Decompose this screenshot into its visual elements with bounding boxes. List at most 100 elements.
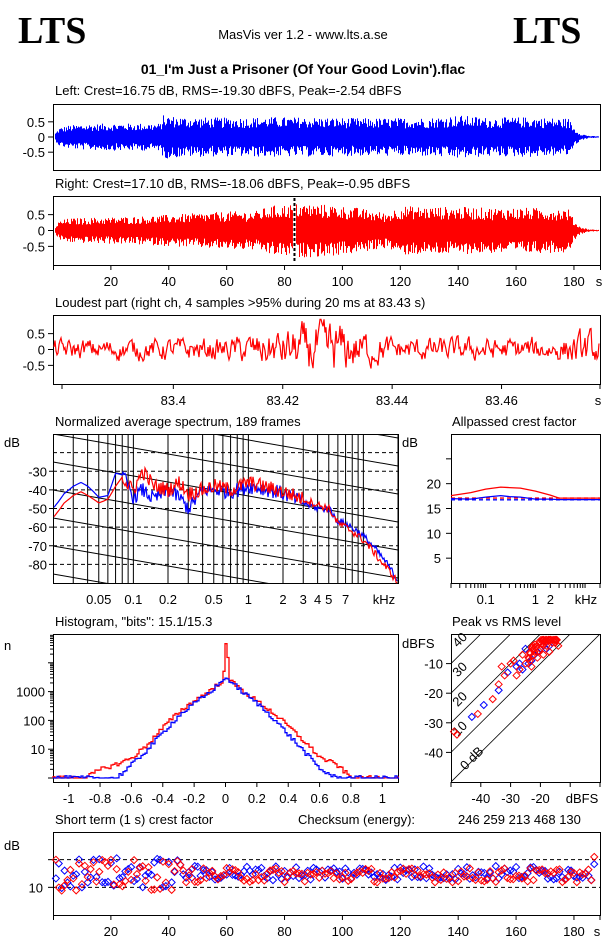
histogram-ytick-label: 1000 — [16, 685, 45, 700]
allpassed-series-left — [450, 494, 600, 501]
peak-rms-point-right — [500, 671, 509, 680]
peak-rms-xtick-label: -20 — [531, 791, 550, 806]
short-crest-point-right — [306, 870, 315, 879]
short-crest-point-right — [248, 876, 257, 885]
allpassed-ytick-label: 10 — [427, 526, 441, 541]
short-crest-point-right — [74, 859, 84, 868]
short-crest-point-right — [506, 874, 515, 884]
short-crest-point-right — [251, 869, 260, 879]
spectrum-slope-line — [211, 434, 398, 467]
short-crest-point-right — [126, 875, 136, 885]
spectrum-xtick-label: 7 — [342, 592, 349, 607]
short-crest-point-right — [161, 878, 171, 887]
checksum-value: 246 259 213 468 130 — [458, 812, 581, 827]
short-crest-xtick-label: 140 — [447, 924, 469, 939]
short-crest-point-left — [164, 857, 173, 867]
short-crest-point-right — [260, 876, 269, 885]
short-crest-point-right — [234, 868, 243, 877]
short-crest-point-right — [268, 865, 278, 875]
short-crest-xtick-label: 160 — [505, 924, 527, 939]
short-crest-point-left — [370, 872, 379, 882]
peak-rms-point-right — [488, 694, 497, 704]
short-crest-point-left — [587, 875, 596, 885]
short-crest-point-left — [83, 878, 92, 887]
short-crest-point-right — [474, 868, 483, 877]
short-crest-point-right — [341, 868, 350, 878]
short-crest-point-right — [590, 852, 599, 862]
short-crest-point-right — [433, 870, 443, 879]
short-crest-point-left — [66, 882, 75, 891]
short-crest-point-right — [462, 872, 472, 881]
short-crest-point-left — [257, 863, 266, 873]
spectrum-xtick-label: 3 — [300, 592, 307, 607]
short-crest-point-left — [485, 868, 495, 877]
loudest-ytick-label: 0.5 — [27, 327, 45, 342]
short-crest-point-right — [124, 867, 133, 876]
short-crest-point-right — [199, 864, 208, 873]
short-crest-point-right — [465, 864, 474, 873]
short-crest-point-right — [170, 866, 179, 876]
short-crest-point-left — [170, 867, 179, 877]
short-crest-point-right — [552, 865, 561, 875]
short-crest-point-right — [352, 868, 362, 877]
peak-rms-crest-line — [451, 634, 600, 782]
short-crest-xtick-label: 80 — [277, 924, 291, 939]
short-crest-point-left — [381, 875, 391, 885]
short-crest-point-right — [245, 877, 255, 887]
short-crest-point-right — [387, 868, 396, 877]
short-crest-point-right — [471, 875, 480, 885]
short-crest-point-left — [147, 870, 156, 880]
short-crest-point-right — [254, 875, 263, 885]
loudest-ytick-label: -0.5 — [23, 358, 45, 373]
short-crest-point-right — [520, 871, 529, 880]
short-crest-point-right — [535, 865, 544, 875]
histogram-xtick-label: -0.8 — [89, 791, 111, 806]
left-waveform-ytick-label: 0 — [38, 130, 45, 145]
spectrum-xtick-label: 0.2 — [159, 592, 177, 607]
short-crest-point-left — [69, 871, 78, 880]
short-crest-point-right — [497, 866, 506, 875]
short-crest-point-right — [309, 869, 318, 879]
short-crest-point-right — [456, 867, 466, 876]
short-crest-point-right — [381, 874, 391, 883]
histogram-xtick-label: -0.2 — [183, 791, 205, 806]
left-waveform-signal — [55, 115, 599, 159]
short-crest-point-right — [109, 880, 118, 889]
short-crest-point-right — [407, 864, 417, 873]
short-crest-point-right — [584, 865, 593, 874]
short-crest-point-left — [268, 875, 278, 885]
histogram-xtick-label: 1 — [379, 791, 386, 806]
spectrum-ytick-label: -60 — [28, 520, 47, 535]
histogram-xtick-label: -1 — [63, 791, 75, 806]
short-crest-point-right — [196, 875, 205, 885]
short-crest-point-left — [138, 883, 147, 892]
short-crest-point-left — [77, 883, 87, 892]
short-crest-point-right — [439, 868, 448, 877]
spectrum-grid — [53, 434, 398, 583]
short-crest-point-right — [413, 866, 422, 875]
spectrum-xtick-label: 2 — [279, 592, 286, 607]
short-crest-point-left — [213, 874, 223, 883]
short-crest-point-right — [219, 870, 228, 880]
short-crest-point-left — [590, 859, 599, 869]
spectrum-ytick-label: -70 — [28, 539, 47, 554]
short-crest-point-right — [529, 875, 538, 885]
spectrum-xtick-label: 0.1 — [124, 592, 142, 607]
peak-rms-point-left — [494, 686, 503, 695]
peak-rms-point-left — [527, 656, 536, 665]
peak-rms-point-right — [452, 730, 462, 739]
spectrum-xunit-label: kHz — [373, 592, 395, 607]
short-crest-point-right — [144, 863, 153, 872]
right-waveform-xtick-label: 20 — [104, 274, 118, 289]
short-crest-point-right — [167, 885, 176, 895]
short-crest-point-right — [239, 876, 249, 885]
histogram-frame — [53, 634, 399, 783]
short-crest-point-right — [112, 864, 121, 874]
peak-rms-ylabel: dBFS — [402, 636, 435, 651]
short-crest-point-left — [74, 855, 84, 864]
spectrum-slope-line — [53, 545, 269, 583]
short-crest-point-right — [364, 866, 373, 876]
short-crest-point-right — [71, 886, 81, 895]
short-crest-point-right — [164, 859, 173, 869]
allpassed-ytick-label: 15 — [427, 502, 441, 517]
